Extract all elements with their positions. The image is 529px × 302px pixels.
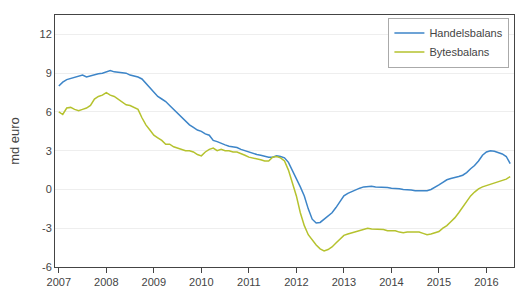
svg-text:md euro: md euro (7, 117, 22, 165)
svg-text:3: 3 (46, 145, 52, 157)
svg-text:2011: 2011 (237, 276, 261, 288)
svg-text:2015: 2015 (427, 276, 451, 288)
svg-text:2009: 2009 (142, 276, 166, 288)
svg-text:Handelsbalans: Handelsbalans (429, 27, 502, 39)
svg-text:2010: 2010 (189, 276, 213, 288)
svg-text:6: 6 (46, 106, 52, 118)
svg-text:-3: -3 (42, 222, 52, 234)
svg-text:2013: 2013 (332, 276, 356, 288)
svg-text:9: 9 (46, 67, 52, 79)
svg-text:12: 12 (40, 28, 52, 40)
svg-text:2014: 2014 (379, 276, 403, 288)
svg-text:-6: -6 (42, 261, 52, 273)
svg-text:2016: 2016 (474, 276, 498, 288)
svg-text:Bytesbalans: Bytesbalans (429, 46, 489, 58)
svg-text:0: 0 (46, 183, 52, 195)
svg-text:2007: 2007 (47, 276, 71, 288)
svg-text:2012: 2012 (284, 276, 308, 288)
svg-text:2008: 2008 (94, 276, 118, 288)
